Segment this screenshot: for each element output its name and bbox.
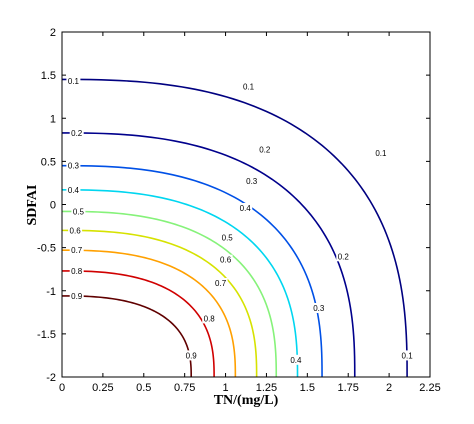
contour-level-labels: 0.1 0.1 0.1 0.1 0.2 0.2 0.2 0.3 0.3 0.3 0.4 0.4 0.4 0… bbox=[66, 76, 415, 365]
contour-label-gap bbox=[69, 265, 84, 276]
contour-label-gap bbox=[220, 232, 235, 243]
contour-label-gap bbox=[257, 144, 272, 155]
contour-level-label: 0.6 bbox=[70, 226, 82, 235]
contour-label-gap bbox=[311, 303, 326, 313]
y-tick-label: -2 bbox=[46, 372, 56, 384]
contour-level-label: 0.1 bbox=[68, 77, 80, 86]
contour-level-label: 0.1 bbox=[243, 82, 255, 91]
contour-line-0.7 bbox=[61, 249, 237, 378]
contour-level-label: 0.1 bbox=[402, 351, 414, 360]
x-tick-label: 0.5 bbox=[136, 382, 151, 394]
contour-line-0.4 bbox=[61, 189, 299, 378]
y-axis-label: SDFAI bbox=[25, 185, 40, 226]
contour-label-gap bbox=[69, 290, 84, 301]
contour-label-gap bbox=[213, 278, 228, 288]
y-tick-label: -1.5 bbox=[37, 329, 56, 341]
contour-level-label: 0.4 bbox=[68, 186, 80, 195]
contour-level-label: 0.5 bbox=[73, 207, 85, 216]
y-tick-label: -0.5 bbox=[37, 243, 56, 255]
y-tick-label: 1 bbox=[50, 113, 56, 125]
y-tick-label: 2 bbox=[50, 27, 56, 39]
contour-level-label: 0.2 bbox=[71, 129, 83, 138]
x-tick-label: 1 bbox=[222, 382, 228, 394]
contour-level-label: 0.3 bbox=[246, 177, 258, 186]
contour-label-gap bbox=[218, 254, 233, 265]
contour-label-gap bbox=[244, 176, 259, 187]
contour-level-label: 0.7 bbox=[215, 279, 227, 288]
contour-label-gap bbox=[184, 350, 199, 361]
contour-level-label: 0.7 bbox=[71, 246, 83, 255]
contour-label-gap bbox=[66, 76, 81, 87]
contour-lines bbox=[61, 78, 408, 378]
x-axis-label: TN/(mg/L) bbox=[214, 393, 279, 408]
contour-level-label: 0.8 bbox=[204, 314, 216, 323]
x-tick-label: 1.25 bbox=[256, 382, 277, 394]
contour-level-label: 0.2 bbox=[259, 145, 271, 154]
contour-line-0.8 bbox=[61, 270, 215, 378]
x-tick-label: 1.75 bbox=[338, 382, 359, 394]
contour-label-gap bbox=[238, 203, 253, 213]
contour-label-gap bbox=[66, 160, 81, 171]
contour-label-gap bbox=[68, 225, 83, 236]
contour-level-label: 0.8 bbox=[71, 267, 83, 276]
contour-level-label: 0.1 bbox=[375, 149, 387, 158]
contour-level-label: 0.3 bbox=[68, 162, 80, 171]
contour-line-0.2 bbox=[61, 132, 356, 378]
x-tick-label: 0 bbox=[59, 382, 65, 394]
contour-line-0.1 bbox=[61, 78, 408, 378]
contour-label-gap bbox=[66, 184, 81, 195]
contour-level-label: 0.5 bbox=[222, 233, 234, 242]
contour-label-gap bbox=[400, 350, 415, 361]
contour-label-gap bbox=[69, 127, 84, 138]
contour-level-label: 0.4 bbox=[290, 356, 302, 365]
contour-label-gap bbox=[336, 251, 351, 262]
contour-label-gap bbox=[241, 81, 256, 92]
contour-level-label: 0.2 bbox=[338, 252, 350, 261]
x-tick-label: 1.5 bbox=[300, 382, 315, 394]
x-tick-label: 0.25 bbox=[92, 382, 113, 394]
contour-level-label: 0.9 bbox=[186, 351, 198, 360]
x-tick-label: 2.25 bbox=[419, 382, 440, 394]
y-axis-ticks: -2 -1.5 -1 -0.5 0 0.5 1 1.5 2 bbox=[37, 27, 430, 384]
contour-label-gap bbox=[202, 313, 217, 324]
contour-label-gap bbox=[69, 245, 84, 256]
x-tick-label: 2 bbox=[386, 382, 392, 394]
contour-label-gap bbox=[71, 206, 86, 217]
contour-level-label: 0.3 bbox=[313, 304, 325, 313]
y-tick-label: 0.5 bbox=[41, 156, 56, 168]
contour-line-0.9 bbox=[61, 295, 193, 378]
y-tick-label: -1 bbox=[46, 286, 56, 298]
x-axis-ticks: 0 0.25 0.5 0.75 1 1.25 1.5 1.75 2 2.25 bbox=[59, 32, 441, 394]
y-tick-label: 0 bbox=[50, 200, 56, 212]
x-tick-label: 0.75 bbox=[174, 382, 195, 394]
y-tick-label: 1.5 bbox=[41, 70, 56, 82]
contour-level-label: 0.9 bbox=[71, 292, 83, 301]
contour-level-label: 0.6 bbox=[220, 256, 232, 265]
contour-level-label: 0.4 bbox=[240, 204, 252, 213]
contour-label-gap bbox=[288, 354, 303, 365]
contour-line-0.5 bbox=[61, 210, 278, 378]
contour-line-0.6 bbox=[61, 229, 258, 378]
contour-label-gap bbox=[373, 147, 388, 158]
contour-line-0.3 bbox=[61, 164, 323, 378]
